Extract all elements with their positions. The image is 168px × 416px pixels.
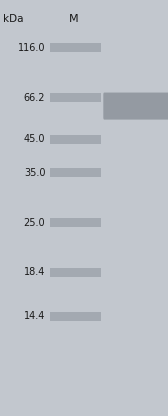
Text: 25.0: 25.0	[24, 218, 45, 228]
FancyBboxPatch shape	[50, 168, 101, 177]
FancyBboxPatch shape	[50, 43, 101, 52]
Text: kDa: kDa	[3, 14, 24, 24]
FancyBboxPatch shape	[103, 92, 168, 119]
Text: 14.4: 14.4	[24, 311, 45, 321]
Text: 35.0: 35.0	[24, 168, 45, 178]
Text: 45.0: 45.0	[24, 134, 45, 144]
FancyBboxPatch shape	[50, 218, 101, 227]
Text: 18.4: 18.4	[24, 267, 45, 277]
FancyBboxPatch shape	[50, 93, 101, 102]
Text: 116.0: 116.0	[18, 43, 45, 53]
FancyBboxPatch shape	[50, 312, 101, 321]
FancyBboxPatch shape	[50, 135, 101, 144]
Text: M: M	[69, 14, 79, 24]
Text: 66.2: 66.2	[24, 93, 45, 103]
FancyBboxPatch shape	[50, 268, 101, 277]
